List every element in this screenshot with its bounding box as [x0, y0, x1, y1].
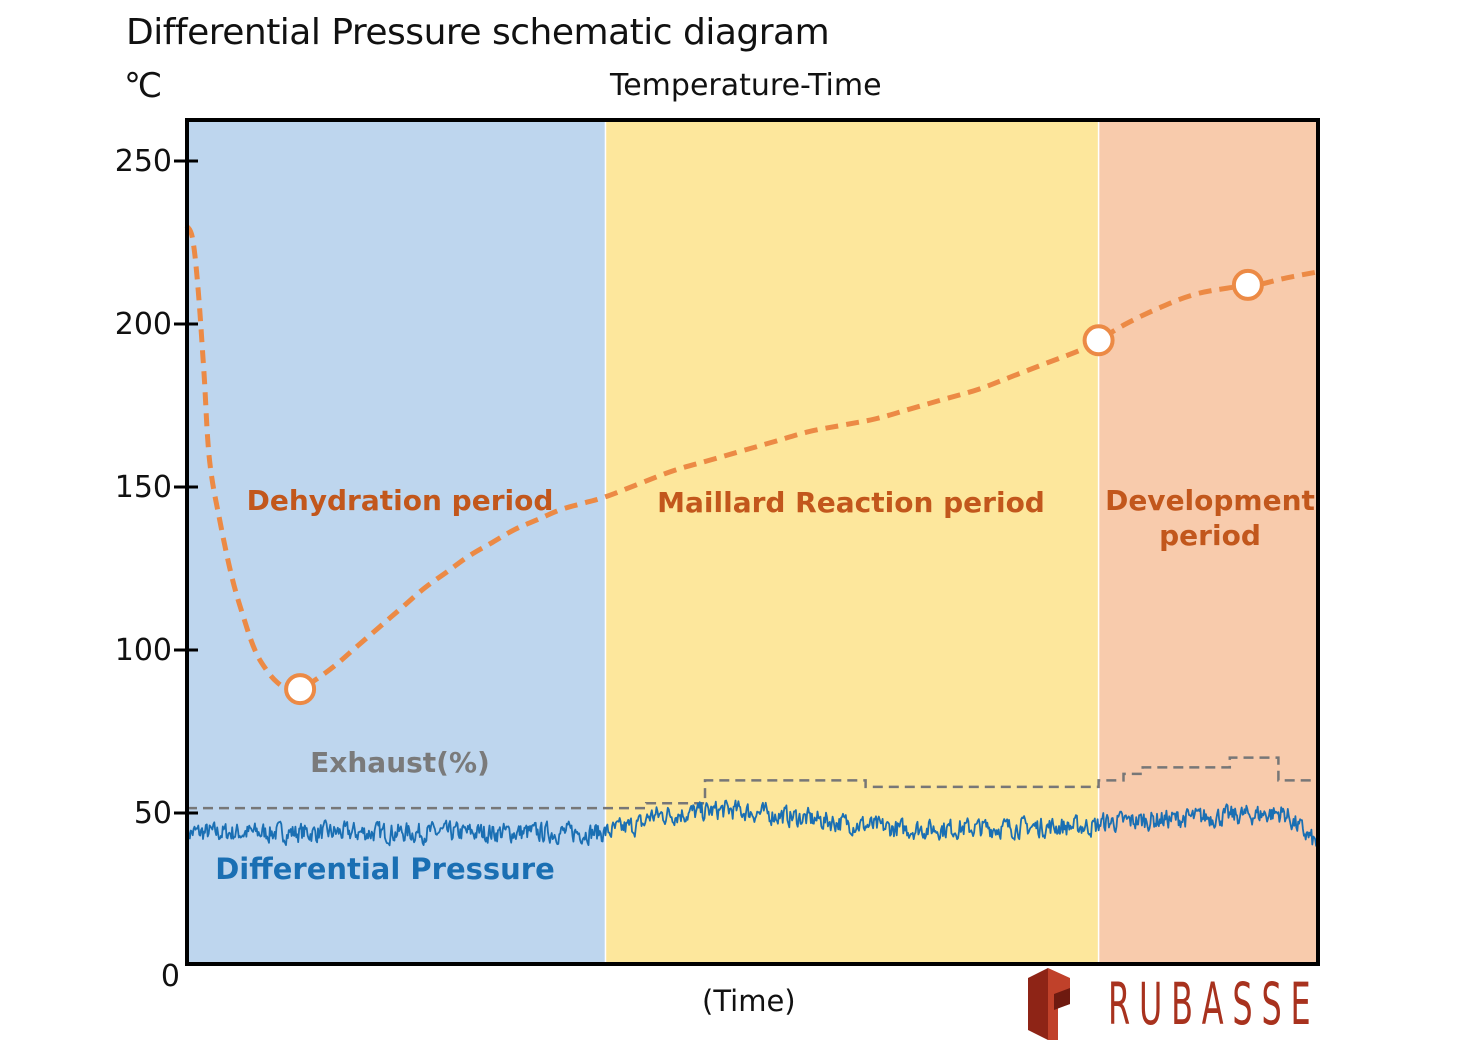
- label-layer: Dehydration period Maillard Reaction peri…: [215, 484, 1315, 886]
- temperature-line: [184, 224, 1319, 693]
- exhaust-line: [187, 756, 1318, 810]
- plot-frame: [185, 118, 1320, 966]
- y-tick-label-0: 0: [161, 959, 180, 994]
- differential-pressure-label: Differential Pressure: [215, 852, 555, 886]
- chart-title: Differential Pressure schematic diagram: [126, 12, 830, 53]
- marker-layer: [284, 268, 1264, 706]
- temperature-marker-2: [1082, 324, 1115, 357]
- x-axis-label: (Time): [702, 984, 796, 1018]
- y-tick-label-150: 150: [115, 470, 172, 505]
- period-band-2: [605, 120, 1099, 964]
- y-tick-label-100: 100: [115, 633, 172, 668]
- period-label-1: Dehydration period: [247, 484, 554, 517]
- period-bands: [187, 120, 1318, 964]
- y-tick-label-250: 250: [115, 144, 172, 179]
- rubasse-logo-icon: [1028, 968, 1070, 1040]
- series-layer: [184, 224, 1319, 848]
- temperature-marker-1: [284, 673, 317, 706]
- exhaust-label: Exhaust(%): [310, 746, 490, 779]
- y-tick-label-50: 50: [134, 796, 172, 831]
- axis-layer: 0 50 100 150 200 250: [115, 118, 1320, 994]
- period-label-3: period: [1159, 519, 1261, 552]
- differential-pressure-line: [186, 799, 1319, 848]
- period-label-2: Maillard Reaction period: [657, 486, 1045, 519]
- period-label-3: Development: [1105, 484, 1315, 517]
- y-axis-unit-label: ℃: [124, 66, 163, 106]
- temperature-marker-3: [1231, 268, 1264, 301]
- chart-subtitle: Temperature-Time: [610, 68, 882, 103]
- y-tick-label-200: 200: [115, 307, 172, 342]
- brand-wordmark: RUBASSE: [1108, 970, 1320, 1038]
